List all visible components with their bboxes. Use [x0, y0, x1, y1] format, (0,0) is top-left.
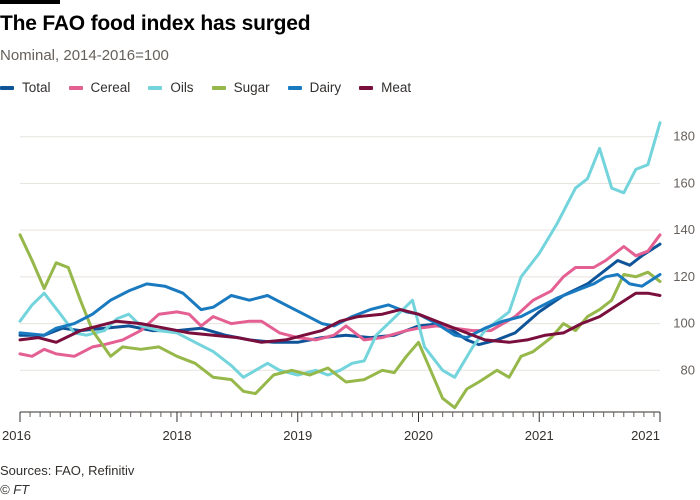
y-axis-ticks: 80 100 120 140 160 180: [673, 129, 695, 378]
x-tick-label: 2020: [404, 428, 433, 443]
series-line-meat: [18, 291, 662, 344]
x-tick-label: 2021: [631, 428, 660, 443]
page-subtitle: Nominal, 2014-2016=100: [0, 47, 169, 64]
legend-label: Total: [22, 80, 51, 95]
legend-label: Cereal: [90, 80, 131, 95]
legend-item-dairy: Dairy: [287, 80, 342, 95]
y-tick-label: 160: [673, 175, 695, 190]
legend-item-cereal: Cereal: [68, 80, 131, 95]
legend-label: Meat: [381, 80, 412, 95]
source-note: Sources: FAO, Refinitiv: [0, 463, 135, 478]
series-line-oils: [18, 121, 662, 379]
series-line-cereal: [18, 233, 662, 358]
page-title: The FAO food index has surged: [0, 12, 311, 35]
legend-label: Dairy: [309, 80, 342, 95]
legend-swatch: [359, 85, 374, 90]
x-tick-label: 2016: [2, 428, 31, 443]
legend-swatch: [68, 85, 83, 90]
legend-swatch: [148, 85, 163, 90]
x-tick-label: 2019: [283, 428, 312, 443]
legend-item-meat: Meat: [359, 80, 411, 95]
x-axis: 2016 2018 2019 2020 2021 2021: [2, 411, 661, 443]
chart-legend: Total Cereal Oils Sugar Dairy Meat: [0, 80, 429, 95]
legend-swatch: [0, 85, 14, 90]
legend-item-total: Total: [0, 80, 51, 95]
y-tick-label: 180: [673, 129, 695, 144]
x-tick-label: 2018: [163, 428, 192, 443]
series-line-sugar: [18, 233, 662, 410]
brand-topbar: [0, 0, 60, 4]
y-tick-label: 80: [681, 362, 695, 377]
y-tick-label: 100: [673, 316, 695, 331]
legend-item-sugar: Sugar: [211, 80, 270, 95]
x-tick-label: 2021: [525, 428, 554, 443]
legend-swatch: [211, 85, 226, 90]
legend-swatch: [287, 85, 302, 90]
legend-item-oils: Oils: [148, 80, 194, 95]
credit-note: © FT: [0, 482, 30, 497]
y-tick-label: 120: [673, 269, 695, 284]
legend-label: Sugar: [233, 80, 270, 95]
series-line-total: [18, 242, 662, 347]
series-lines: [18, 121, 662, 410]
y-tick-label: 140: [673, 222, 695, 237]
legend-label: Oils: [170, 80, 194, 95]
